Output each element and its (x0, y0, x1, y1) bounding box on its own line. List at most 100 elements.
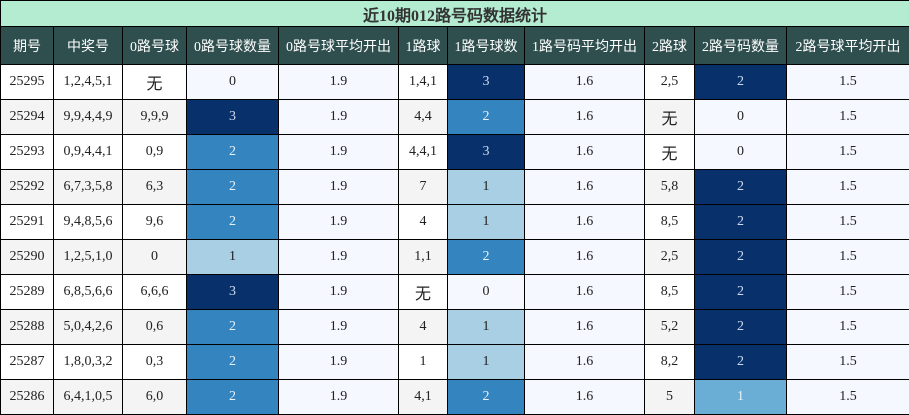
cell-road2-avg: 1.5 (787, 240, 909, 275)
cell-road1-count: 2 (448, 380, 525, 415)
cell-road0-balls: 6,3 (123, 170, 187, 205)
cell-road1-avg: 1.6 (525, 345, 645, 380)
cell-issue: 25291 (1, 205, 54, 240)
cell-issue: 25286 (1, 380, 54, 415)
cell-road2-count: 2 (695, 170, 787, 205)
cell-road0-balls: 0,3 (123, 345, 187, 380)
cell-road0-balls: 6,6,6 (123, 275, 187, 310)
cell-road1-count: 1 (448, 205, 525, 240)
cell-road0-balls: 6,0 (123, 380, 187, 415)
cell-road1-count: 3 (448, 65, 525, 100)
cell-road1-avg: 1.6 (525, 170, 645, 205)
column-header-road1-count[interactable]: 1路号球数 (448, 27, 525, 65)
cell-road2-count: 2 (695, 345, 787, 380)
cell-numbers: 6,7,3,5,8 (54, 170, 123, 205)
cell-road2-balls: 5 (645, 380, 695, 415)
cell-road0-count: 0 (187, 65, 279, 100)
cell-issue: 25287 (1, 345, 54, 380)
cell-road1-avg: 1.6 (525, 100, 645, 135)
cell-road1-balls: 7 (399, 170, 448, 205)
cell-road1-avg: 1.6 (525, 275, 645, 310)
cell-road1-balls: 1,1 (399, 240, 448, 275)
cell-numbers: 6,4,1,0,5 (54, 380, 123, 415)
cell-road1-avg: 1.6 (525, 135, 645, 170)
column-header-road0-count[interactable]: 0路号球数量 (187, 27, 279, 65)
column-header-numbers[interactable]: 中奖号 (54, 27, 123, 65)
cell-road0-count: 2 (187, 310, 279, 345)
cell-road1-avg: 1.6 (525, 380, 645, 415)
cell-road1-count: 1 (448, 170, 525, 205)
column-header-road2-count[interactable]: 2路号码数量 (695, 27, 787, 65)
cell-road0-avg: 1.9 (279, 380, 399, 415)
cell-road2-count: 1 (695, 380, 787, 415)
cell-numbers: 1,2,5,1,0 (54, 240, 123, 275)
cell-road0-count: 2 (187, 345, 279, 380)
cell-issue: 25292 (1, 170, 54, 205)
cell-road0-avg: 1.9 (279, 65, 399, 100)
cell-road0-count: 2 (187, 380, 279, 415)
column-header-road0-balls[interactable]: 0路号球 (123, 27, 187, 65)
cell-road1-balls: 1 (399, 345, 448, 380)
cell-road0-count: 2 (187, 205, 279, 240)
cell-numbers: 9,4,8,5,6 (54, 205, 123, 240)
cell-road0-count: 3 (187, 275, 279, 310)
column-header-road0-avg[interactable]: 0路号球平均开出 (279, 27, 399, 65)
cell-road2-count: 2 (695, 65, 787, 100)
cell-road1-avg: 1.6 (525, 205, 645, 240)
cell-road0-count: 2 (187, 135, 279, 170)
cell-road1-count: 2 (448, 240, 525, 275)
cell-road0-balls: 9,6 (123, 205, 187, 240)
cell-road1-count: 2 (448, 100, 525, 135)
cell-road2-balls: 8,5 (645, 275, 695, 310)
cell-road1-avg: 1.6 (525, 65, 645, 100)
cell-road0-count: 1 (187, 240, 279, 275)
cell-road0-balls: 0 (123, 240, 187, 275)
cell-road1-balls: 4 (399, 205, 448, 240)
cell-road2-balls: 5,2 (645, 310, 695, 345)
cell-road0-avg: 1.9 (279, 240, 399, 275)
cell-road0-avg: 1.9 (279, 135, 399, 170)
cell-road1-balls: 4 (399, 310, 448, 345)
column-header-issue[interactable]: 期号 (1, 27, 54, 65)
cell-road1-count: 0 (448, 275, 525, 310)
cell-issue: 25289 (1, 275, 54, 310)
cell-road1-count: 1 (448, 310, 525, 345)
cell-issue: 25293 (1, 135, 54, 170)
cell-road2-balls: 5,8 (645, 170, 695, 205)
cell-road2-count: 0 (695, 135, 787, 170)
cell-issue: 25295 (1, 65, 54, 100)
cell-road1-count: 1 (448, 345, 525, 380)
cell-road1-balls: 1,4,1 (399, 65, 448, 100)
column-header-road1-avg[interactable]: 1路号码平均开出 (525, 27, 645, 65)
column-header-road2-balls[interactable]: 2路球 (645, 27, 695, 65)
cell-road2-balls: 2,5 (645, 65, 695, 100)
cell-road0-avg: 1.9 (279, 275, 399, 310)
cell-road0-balls: 0,6 (123, 310, 187, 345)
cell-road0-balls: 0,9 (123, 135, 187, 170)
table-title: 近10期012路号码数据统计 (1, 1, 909, 27)
cell-road1-avg: 1.6 (525, 240, 645, 275)
cell-road2-avg: 1.5 (787, 100, 909, 135)
cell-issue: 25288 (1, 310, 54, 345)
cell-numbers: 5,0,4,2,6 (54, 310, 123, 345)
cell-issue: 25294 (1, 100, 54, 135)
cell-road0-avg: 1.9 (279, 205, 399, 240)
cell-road2-avg: 1.5 (787, 310, 909, 345)
cell-road2-balls: 无 (645, 100, 695, 135)
cell-road0-avg: 1.9 (279, 345, 399, 380)
cell-road2-balls: 8,5 (645, 205, 695, 240)
column-header-road1-balls[interactable]: 1路球 (399, 27, 448, 65)
cell-road2-count: 2 (695, 275, 787, 310)
cell-road2-balls: 2,5 (645, 240, 695, 275)
cell-road1-balls: 4,1 (399, 380, 448, 415)
cell-road2-avg: 1.5 (787, 65, 909, 100)
cell-road0-count: 2 (187, 170, 279, 205)
column-header-road2-avg[interactable]: 2路号球平均开出 (787, 27, 909, 65)
